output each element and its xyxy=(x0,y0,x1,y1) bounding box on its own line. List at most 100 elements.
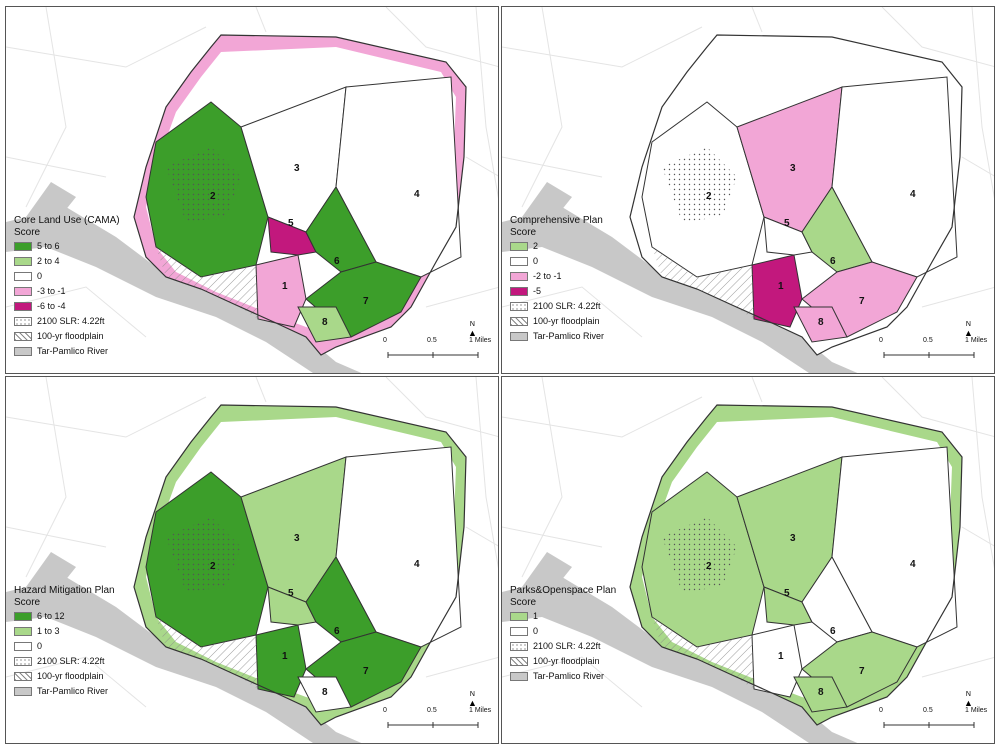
floodplain-overlay xyxy=(156,247,258,319)
legend-swatch xyxy=(510,612,528,621)
map-svg: 1 2 3 4 5 6 7 8 xyxy=(502,377,994,743)
slr-overlay xyxy=(662,147,737,222)
legend-swatch xyxy=(14,317,32,326)
zone-label-2: 2 xyxy=(706,561,712,572)
zone-label-3: 3 xyxy=(294,163,300,174)
zone-5 xyxy=(267,216,317,256)
legend-item: Tar-Pamlico River xyxy=(14,344,120,359)
legend-label: Tar-Pamlico River xyxy=(533,331,605,341)
scale-tick-label: 0 xyxy=(383,707,387,714)
legend-item: Tar-Pamlico River xyxy=(14,684,115,699)
zone-label-4: 4 xyxy=(414,559,420,570)
legend-swatch xyxy=(14,657,32,666)
legend-item: -5 xyxy=(510,284,604,299)
zone-label-5: 5 xyxy=(288,588,294,599)
scale-tick-label: 0.5 xyxy=(923,337,933,344)
north-label: N xyxy=(469,691,475,698)
legend-label: 2100 SLR: 4.22ft xyxy=(533,641,601,651)
river-inlet xyxy=(26,182,76,222)
study-area-boundary xyxy=(629,34,963,356)
legend-item: 5 to 6 xyxy=(14,239,120,254)
scale-tick-label: 0.5 xyxy=(923,707,933,714)
scale-tick-label: 1 Miles xyxy=(965,707,988,714)
scale-tick-label: 0 xyxy=(879,337,883,344)
legend-item: 0 xyxy=(510,254,604,269)
zone-1 xyxy=(751,624,803,698)
legend-subtitle: Score xyxy=(510,227,537,238)
map-legend: Comprehensive Plan Score 2 0 -2 to -1 -5 2100 … xyxy=(510,215,604,344)
tar-pamlico-river xyxy=(502,207,858,373)
slr-overlay xyxy=(166,517,241,592)
legend-swatch xyxy=(14,302,32,311)
tar-pamlico-river xyxy=(6,207,362,373)
zone-label-5: 5 xyxy=(288,218,294,229)
legend-swatch xyxy=(14,612,32,621)
north-label: N xyxy=(965,321,971,328)
map-svg: 1 2 3 4 5 6 7 8 xyxy=(6,377,498,743)
legend-swatch xyxy=(510,332,528,341)
scale-tick-label: 1 Miles xyxy=(965,337,988,344)
zone-8 xyxy=(297,676,352,713)
map-legend: Core Land Use (CAMA) Score 5 to 6 2 to 4 0 -3… xyxy=(14,215,120,359)
legend-label: 5 to 6 xyxy=(37,241,60,251)
legend-swatch xyxy=(14,642,32,651)
legend-label: Tar-Pamlico River xyxy=(37,686,109,696)
zone-1 xyxy=(255,254,307,328)
zone-8 xyxy=(297,306,352,343)
legend-swatch xyxy=(510,287,528,296)
zone-label-2: 2 xyxy=(210,561,216,572)
zone-5 xyxy=(267,586,317,626)
legend-label: 0 xyxy=(533,626,539,636)
zone-label-2: 2 xyxy=(210,191,216,202)
legend-label: 0 xyxy=(533,256,539,266)
legend-item: 100-yr floodplain xyxy=(510,654,616,669)
study-area-boundary xyxy=(133,34,467,356)
legend-item: 0 xyxy=(510,624,616,639)
legend-label: -2 to -1 xyxy=(533,271,562,281)
tar-pamlico-river xyxy=(502,577,858,743)
legend-item: 2 to 4 xyxy=(14,254,120,269)
core-land-use-map-panel: 1 2 3 4 5 6 7 8 Core Land Use (CAMA) Score 5 to 6 2… xyxy=(5,6,499,374)
zone-label-4: 4 xyxy=(414,189,420,200)
zone-label-6: 6 xyxy=(334,256,340,267)
legend-subtitle: Score xyxy=(510,597,537,608)
legend-label: 6 to 12 xyxy=(37,611,65,621)
legend-item: 2 xyxy=(510,239,604,254)
zone-1 xyxy=(255,624,307,698)
river-inlet xyxy=(522,552,572,592)
north-arrow-icon: N ▲ xyxy=(468,691,477,708)
zone-label-7: 7 xyxy=(363,296,369,307)
north-arrow-icon: N ▲ xyxy=(964,691,973,708)
legend-item: Tar-Pamlico River xyxy=(510,669,616,684)
slr-overlay xyxy=(166,147,241,222)
scale-tick-label: 1 Miles xyxy=(469,337,492,344)
scale-bar: 0 0.5 1 Miles xyxy=(879,703,989,733)
road-network xyxy=(6,7,498,338)
zone-1 xyxy=(751,254,803,328)
zone-label-8: 8 xyxy=(818,687,824,698)
legend-item: 6 to 12 xyxy=(14,609,115,624)
legend-item: -6 to -4 xyxy=(14,299,120,314)
legend-swatch xyxy=(510,242,528,251)
zone-label-4: 4 xyxy=(910,559,916,570)
road-network xyxy=(502,7,994,338)
legend-swatch xyxy=(510,657,528,666)
river-inlet xyxy=(26,552,76,592)
zone-label-1: 1 xyxy=(282,281,288,292)
legend-title: Core Land Use (CAMA) xyxy=(14,215,120,226)
legend-swatch xyxy=(14,627,32,636)
legend-swatch xyxy=(510,257,528,266)
legend-label: 2100 SLR: 4.22ft xyxy=(533,301,601,311)
legend-label: 100-yr floodplain xyxy=(533,656,600,666)
legend-item: Tar-Pamlico River xyxy=(510,329,604,344)
zone-8 xyxy=(793,306,848,343)
scale-tick-label: 0 xyxy=(383,337,387,344)
study-area-boundary xyxy=(133,404,467,726)
legend-item: 2100 SLR: 4.22ft xyxy=(510,639,616,654)
map-svg: 1 2 3 4 5 6 7 8 xyxy=(502,7,994,373)
legend-subtitle: Score xyxy=(14,597,41,608)
legend-swatch xyxy=(14,272,32,281)
legend-label: 2 to 4 xyxy=(37,256,60,266)
legend-title: Comprehensive Plan xyxy=(510,215,603,226)
legend-label: 2100 SLR: 4.22ft xyxy=(37,316,105,326)
